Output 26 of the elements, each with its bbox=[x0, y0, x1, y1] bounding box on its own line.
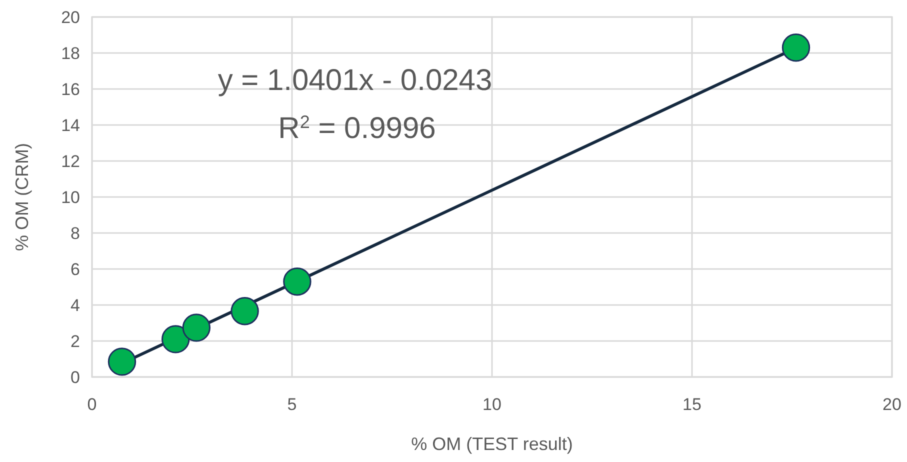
point bbox=[108, 348, 136, 376]
x-tick-label: 15 bbox=[682, 395, 702, 414]
x-tick-label: 0 bbox=[87, 395, 97, 414]
y-tick-label: 0 bbox=[70, 368, 80, 387]
x-axis-title: % OM (TEST result) bbox=[411, 434, 573, 454]
annotation: R$^{2}$ = 0.9996 bbox=[278, 112, 436, 145]
point bbox=[782, 34, 810, 62]
point bbox=[230, 297, 259, 326]
y-tick-label: 8 bbox=[70, 224, 80, 243]
y-tick-label: 2 bbox=[70, 332, 80, 351]
y-tick-label: 12 bbox=[61, 152, 80, 171]
y-tick-label: 4 bbox=[70, 296, 80, 315]
y-tick-label: 10 bbox=[61, 188, 80, 207]
y-tick-label: 18 bbox=[61, 44, 80, 63]
y-tick-label: 20 bbox=[61, 8, 80, 27]
x-tick-label: 5 bbox=[287, 395, 297, 414]
y-axis-title: % OM (CRM) bbox=[12, 143, 32, 251]
y-tick-label: 16 bbox=[61, 80, 80, 99]
x-tick-label: 10 bbox=[482, 395, 502, 414]
point bbox=[162, 325, 190, 354]
y-tick-label: 14 bbox=[61, 116, 80, 135]
point bbox=[283, 268, 312, 296]
point bbox=[182, 314, 210, 342]
y-tick-label: 6 bbox=[70, 260, 80, 279]
annotation: y = 1.0401x - 0.0243 bbox=[218, 64, 492, 97]
x-tick-label: 20 bbox=[882, 395, 902, 414]
